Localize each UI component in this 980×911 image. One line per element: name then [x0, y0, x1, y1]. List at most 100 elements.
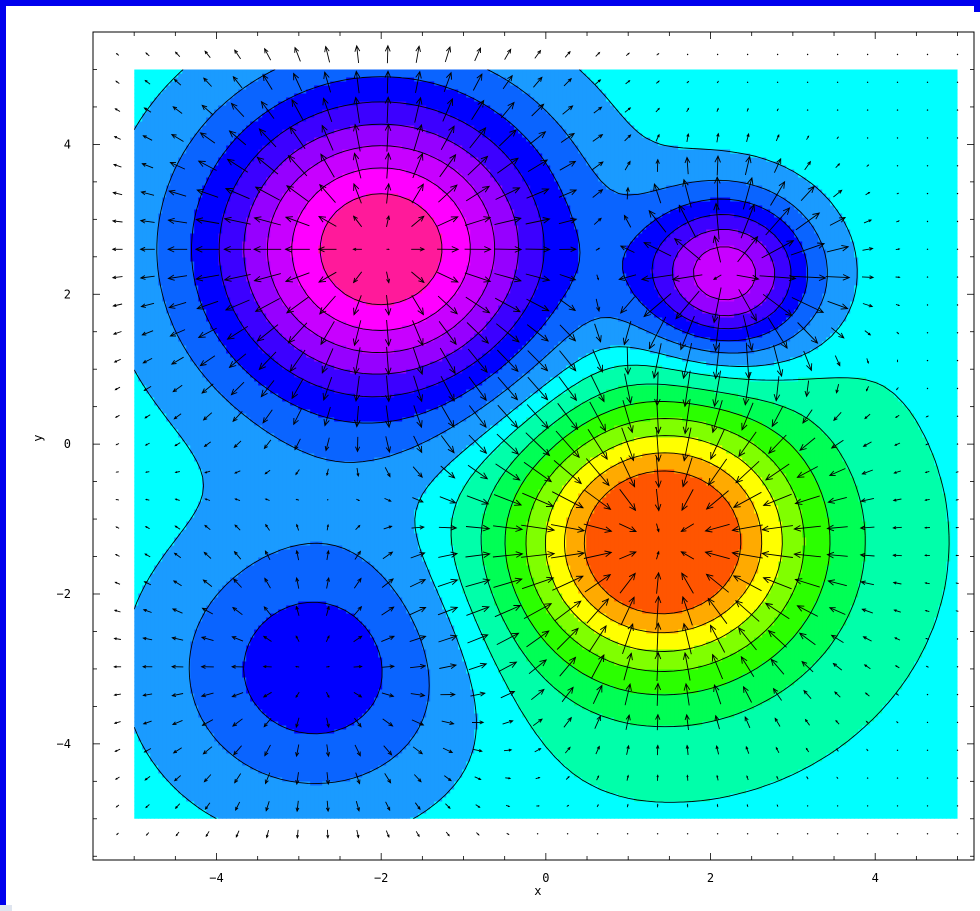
gradient-arrow — [626, 53, 629, 55]
gradient-arrow — [867, 137, 868, 138]
gradient-arrow — [747, 82, 748, 83]
x-tick-label: 2 — [707, 871, 714, 885]
x-tick-label: 4 — [872, 871, 879, 885]
gradient-arrow — [927, 221, 928, 222]
gradient-arrow — [386, 831, 389, 837]
gradient-arrow — [957, 54, 958, 55]
gradient-arrow — [115, 137, 121, 140]
gradient-arrow — [567, 833, 568, 834]
gradient-arrow — [927, 722, 928, 723]
gradient-arrow — [114, 164, 121, 167]
gradient-arrow — [777, 833, 778, 834]
gradient-arrow — [927, 694, 928, 695]
gradient-arrow — [837, 82, 838, 83]
gradient-arrow — [867, 777, 868, 778]
gradient-arrow — [507, 833, 509, 834]
gradient-arrow — [115, 387, 120, 390]
y-tick-label: −4 — [57, 737, 71, 751]
gradient-arrow — [115, 638, 121, 640]
gradient-arrow — [176, 52, 180, 57]
gradient-arrow — [113, 304, 122, 307]
gradient-arrow — [687, 805, 688, 808]
gradient-arrow — [927, 332, 928, 333]
gradient-arrow — [117, 499, 119, 500]
gradient-arrow — [957, 694, 958, 695]
gradient-arrow — [957, 722, 958, 723]
gradient-arrow — [114, 666, 121, 668]
gradient-arrow — [206, 831, 209, 836]
gradient-arrow — [446, 832, 449, 836]
gradient-arrow — [117, 472, 119, 473]
gradient-arrow — [927, 750, 928, 751]
gradient-arrow — [897, 137, 898, 138]
gradient-arrow — [597, 833, 598, 834]
gradient-arrow — [116, 555, 120, 557]
gradient-arrow — [777, 82, 778, 83]
gradient-arrow — [116, 81, 119, 83]
gradient-arrow — [957, 583, 959, 584]
gradient-arrow — [957, 500, 959, 501]
gradient-arrow — [957, 109, 958, 110]
gradient-arrow — [536, 806, 538, 807]
gradient-arrow — [927, 137, 928, 138]
y-tick-label: 2 — [64, 287, 71, 301]
x-tick-label: 0 — [542, 871, 549, 885]
gradient-arrow — [956, 555, 958, 556]
gradient-arrow — [957, 750, 958, 751]
gradient-arrow — [897, 193, 898, 194]
gradient-arrow — [115, 582, 120, 584]
gradient-arrow — [116, 415, 120, 417]
gradient-arrow — [537, 833, 538, 834]
gradient-arrow — [957, 443, 958, 444]
gradient-arrow — [236, 831, 239, 837]
gradient-arrow — [897, 805, 898, 806]
gradient-arrow — [927, 360, 928, 361]
gradient-arrow — [957, 805, 958, 806]
gradient-arrow — [387, 249, 389, 250]
gradient-arrow — [535, 51, 541, 59]
gradient-arrow — [115, 749, 120, 751]
gradient-arrow — [747, 833, 748, 834]
gradient-arrow — [113, 192, 122, 195]
gradient-arrow — [837, 805, 838, 806]
gradient-arrow — [807, 109, 808, 110]
gradient-arrow — [867, 805, 868, 806]
gradient-arrow — [205, 51, 210, 58]
gradient-arrow — [717, 833, 718, 834]
gradient-arrow — [897, 360, 898, 362]
gradient-arrow — [657, 833, 658, 834]
x-tick-label: −2 — [374, 871, 388, 885]
gradient-arrow — [777, 54, 778, 55]
gradient-arrow — [235, 50, 241, 59]
gradient-arrow — [807, 82, 808, 83]
gradient-arrow — [927, 777, 928, 778]
gradient-arrow — [325, 47, 330, 63]
gradient-arrow — [747, 54, 748, 55]
gradient-arrow — [927, 833, 928, 834]
gradient-arrow — [117, 54, 119, 56]
gradient-arrow — [867, 109, 868, 110]
gradient-arrow — [475, 48, 481, 61]
gradient-arrow — [113, 276, 123, 279]
gradient-arrow — [897, 54, 898, 55]
gradient-arrow — [115, 109, 120, 112]
gradient-arrow — [807, 54, 808, 55]
gradient-arrow — [687, 54, 688, 55]
gradient-arrow — [777, 805, 778, 807]
gradient-arrow — [927, 82, 928, 83]
x-tick-label: −4 — [209, 871, 223, 885]
gradient-arrow — [717, 805, 718, 807]
gradient-arrow — [146, 53, 149, 56]
gradient-arrow — [807, 833, 808, 834]
gradient-arrow — [897, 82, 898, 83]
gradient-arrow — [957, 332, 958, 333]
gradient-arrow — [927, 165, 928, 166]
gradient-arrow — [957, 416, 958, 417]
gradient-arrow — [897, 165, 898, 166]
gradient-arrow — [565, 52, 570, 58]
gradient-arrow — [837, 54, 838, 55]
gradient-arrow — [115, 610, 121, 612]
y-tick-label: 4 — [64, 137, 71, 151]
